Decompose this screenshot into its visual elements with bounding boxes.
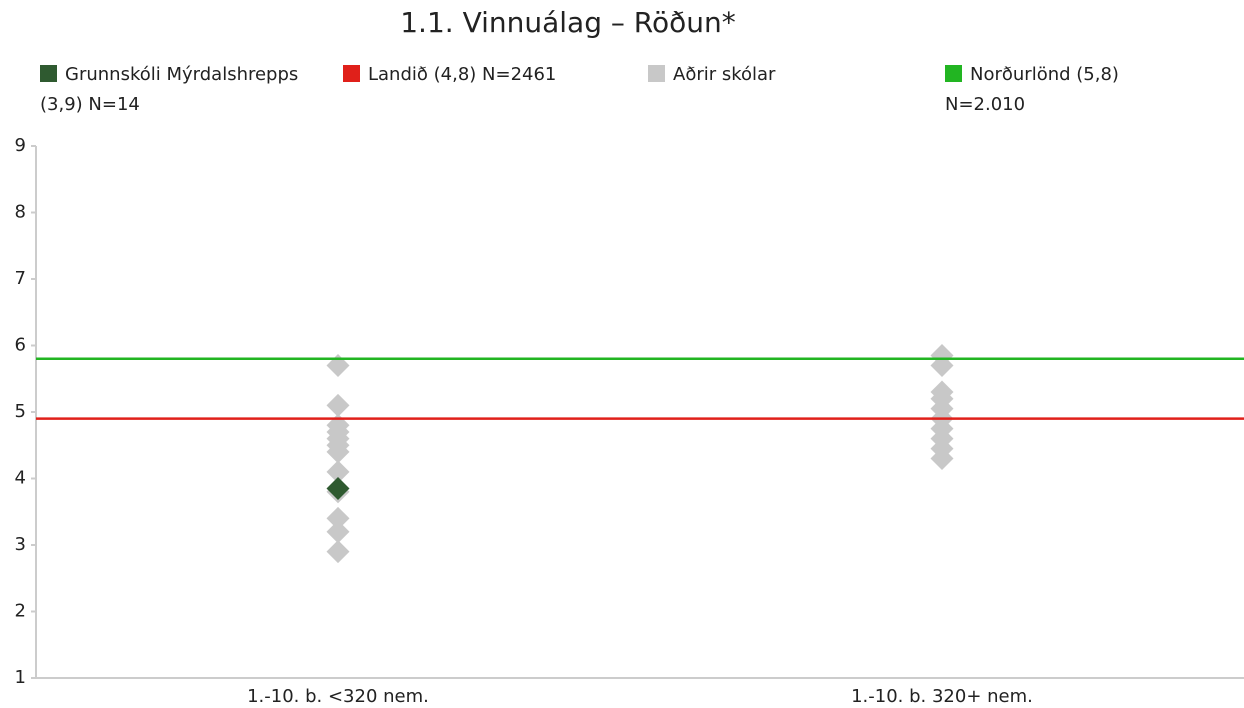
diamond-point (326, 440, 350, 464)
legend-item: Landið (4,8) N=2461 (343, 60, 633, 90)
legend-item: Norðurlönd (5,8) N=2.010 (945, 60, 1160, 120)
legend-swatch (648, 65, 665, 82)
y-tick-label: 5 (15, 401, 26, 422)
y-tick-label: 9 (15, 135, 26, 156)
legend-swatch (40, 65, 57, 82)
chart-title: 1.1. Vinnuálag – Röðun* (400, 6, 736, 39)
y-tick-label: 1 (15, 667, 26, 688)
y-tick-label: 8 (15, 202, 26, 223)
y-tick-label: 4 (15, 468, 26, 489)
legend-label: Norðurlönd (5,8) N=2.010 (945, 64, 1119, 115)
y-tick-label: 2 (15, 601, 26, 622)
x-tick-label: 1.-10. b. 320+ nem. (851, 686, 1033, 707)
legend-label: Landið (4,8) N=2461 (368, 64, 557, 85)
legend-swatch (343, 65, 360, 82)
diamond-point (326, 520, 350, 544)
legend-item: Aðrir skólar (648, 60, 938, 90)
legend-label: Aðrir skólar (673, 64, 776, 85)
diamond-point (326, 540, 350, 564)
y-tick-label: 6 (15, 335, 26, 356)
diamond-point (930, 447, 954, 471)
diamond-point (326, 506, 350, 530)
y-tick-label: 3 (15, 534, 26, 555)
diamond-point (326, 393, 350, 417)
diamond-point (326, 460, 350, 484)
x-tick-label: 1.-10. b. <320 nem. (247, 686, 429, 707)
legend-swatch (945, 65, 962, 82)
diamond-point (326, 476, 350, 500)
diamond-point (326, 353, 350, 377)
legend-item: Grunnskóli Mýrdalshrepps (3,9) N=14 (40, 60, 330, 120)
legend-label: Grunnskóli Mýrdalshrepps (3,9) N=14 (40, 64, 299, 115)
y-tick-label: 7 (15, 268, 26, 289)
